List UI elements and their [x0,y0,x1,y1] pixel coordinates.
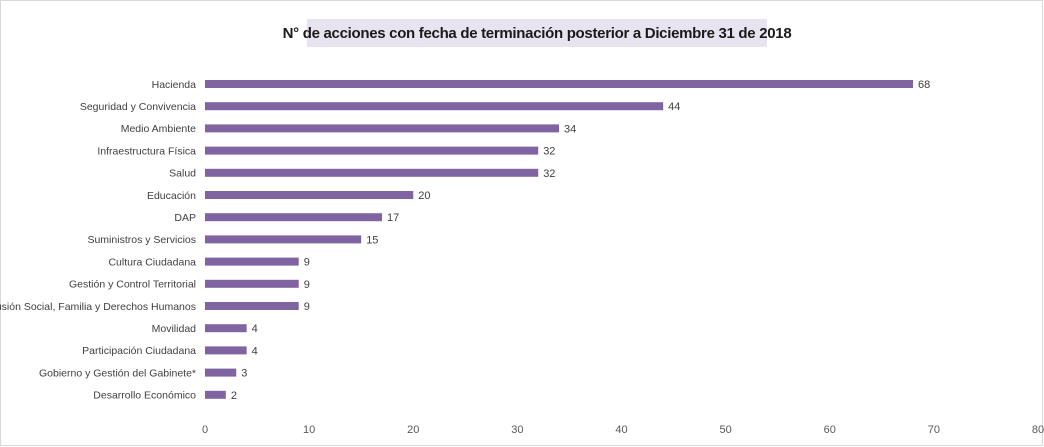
bar-13 [205,368,237,377]
chart-title-box: N° de acciones con fecha de terminación … [283,19,792,47]
category-label: DAP [174,212,196,224]
value-label: 20 [418,190,430,202]
x-tick-label: 40 [615,424,627,436]
bar-3 [205,146,539,155]
category-label: Educación [147,190,196,202]
x-tick-label: 80 [1032,424,1044,436]
bar-10 [205,302,299,310]
category-label: Seguridad y Convivencia [80,101,196,113]
x-tick-label: 0 [202,424,208,436]
category-label: Salud [169,168,196,180]
value-label: 2 [231,390,237,402]
category-label: Gestión y Control Territorial [69,279,196,291]
category-label: Infraestructura Física [97,145,196,157]
value-label: 4 [252,323,258,335]
category-label: Movilidad [152,323,197,335]
value-label: 32 [543,168,555,180]
chart-title: N° de acciones con fecha de terminación … [282,24,792,42]
x-tick-label: 70 [928,424,940,436]
bar-11 [205,324,247,333]
x-tick-label: 20 [407,424,419,436]
value-label: 9 [304,257,310,269]
bar-4 [205,168,539,177]
x-axis-tick-labels: 0 10 20 30 40 50 60 70 80 [202,424,1044,436]
value-label: 9 [304,301,310,313]
x-tick-label: 50 [720,424,732,436]
category-label: Cultura Ciudadana [108,256,196,268]
bar-8 [205,257,299,266]
bar-14 [205,390,226,399]
bar-5 [205,191,414,199]
value-label: 32 [543,146,555,158]
bar-1 [205,102,664,111]
category-label: Gobierno y Gestión del Gabinete* [39,367,196,379]
category-label: Hacienda [152,79,197,91]
value-label: 3 [241,368,247,380]
x-tick-label: 10 [303,424,315,436]
x-tick-label: 30 [511,424,523,436]
category-label: Inclusión Social, Familia y Derechos Hum… [0,301,196,313]
category-label: Suministros y Servicios [87,234,196,246]
value-label: 68 [918,79,930,91]
bar-6 [205,213,383,222]
value-label: 44 [668,101,680,113]
value-label: 17 [387,212,399,224]
bars-group [205,80,914,399]
value-label: 4 [252,345,258,357]
value-label: 15 [366,234,378,246]
category-label: Participación Ciudadana [82,345,196,357]
value-label: 34 [564,123,576,135]
value-label: 9 [304,279,310,291]
category-labels: Hacienda Seguridad y Convivencia Medio Amb… [0,79,196,402]
bar-9 [205,279,299,288]
category-label: Medio Ambiente [121,123,196,135]
category-label: Desarrollo Económico [93,390,196,402]
bar-7 [205,235,362,244]
bar-2 [205,124,560,133]
bar-0 [205,80,914,88]
x-tick-label: 60 [824,424,836,436]
bar-12 [205,346,247,355]
